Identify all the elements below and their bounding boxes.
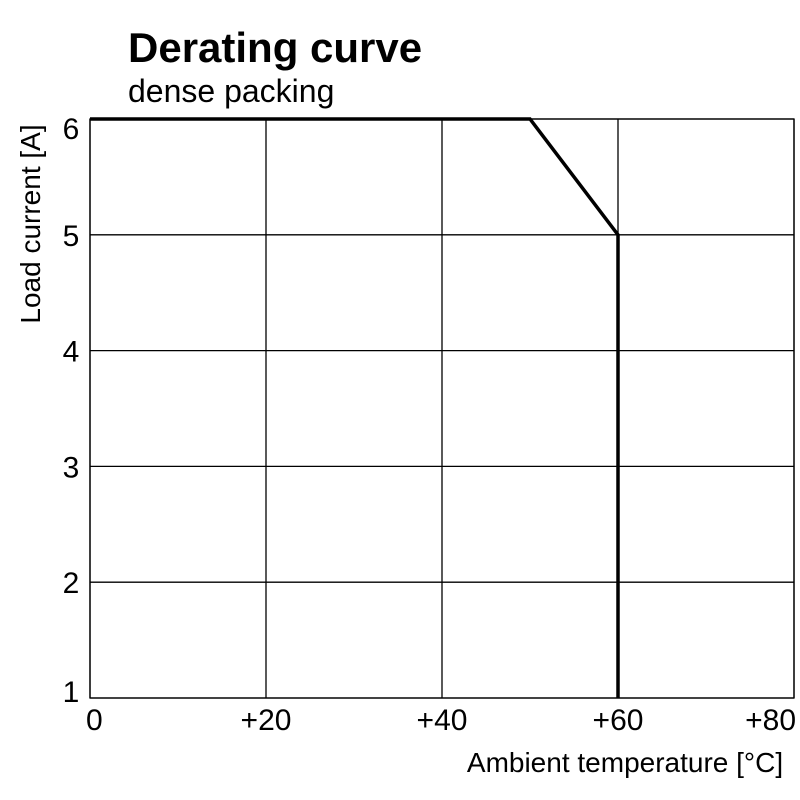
y-axis-label: Load current [A] (15, 124, 46, 323)
y-tick-label: 6 (63, 113, 80, 146)
x-tick-label: 0 (86, 704, 103, 737)
y-tick-label: 1 (63, 676, 80, 709)
chart-title: Derating curve (128, 24, 422, 71)
y-tick-label: 2 (63, 567, 80, 600)
grid (89, 118, 795, 699)
y-tick-labels: 1 2 3 4 5 6 (63, 113, 80, 709)
series-layer (90, 117, 620, 698)
x-tick-label: +60 (593, 704, 644, 737)
y-tick-label: 5 (63, 220, 80, 253)
x-tick-label: +20 (241, 704, 292, 737)
y-tick-label: 4 (63, 336, 80, 369)
y-tick-label: 3 (63, 451, 80, 484)
x-axis-label: Ambient temperature [°C] (467, 747, 783, 778)
derating-curve-line (90, 117, 620, 698)
chart-subtitle: dense packing (128, 73, 334, 109)
x-tick-labels: 0 +20 +40 +60 +80 (86, 704, 796, 737)
x-tick-label: +40 (417, 704, 468, 737)
x-tick-label: +80 (745, 704, 796, 737)
